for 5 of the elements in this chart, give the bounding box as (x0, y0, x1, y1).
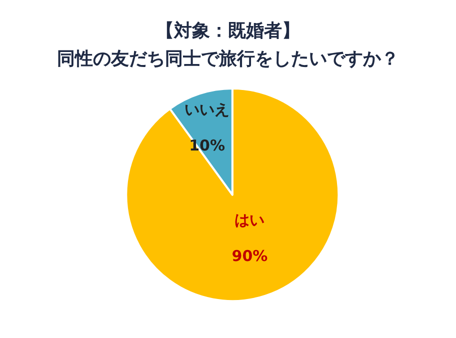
data-label: 90% (232, 247, 268, 266)
slice-label: はい (234, 211, 265, 230)
slice-label: いいえ (184, 100, 230, 118)
chart-subtitle: 同性の友だち同士で旅行をしたいですか？ (57, 48, 399, 70)
chart-title: 【対象：既婚者】 (156, 20, 300, 42)
